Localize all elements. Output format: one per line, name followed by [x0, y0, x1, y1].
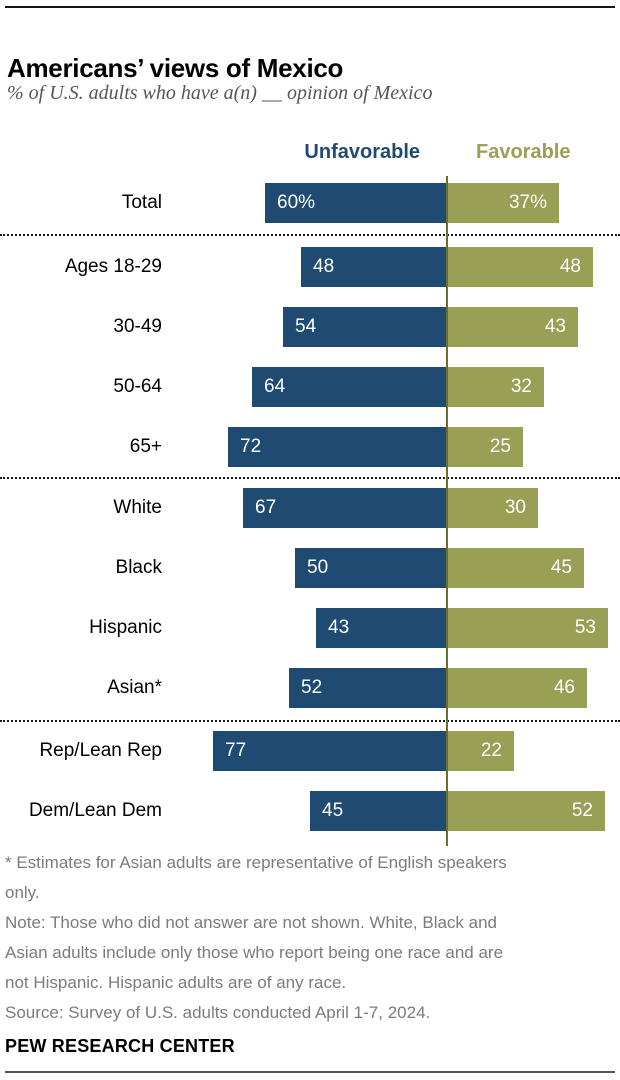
favorable-bar: 30 [447, 488, 538, 528]
favorable-value-label: 53 [574, 617, 596, 638]
favorable-value-label: 43 [544, 316, 566, 337]
unfavorable-bar: 67 [243, 488, 447, 528]
unfavorable-bar: 48 [301, 247, 447, 287]
favorable-value-label: 22 [480, 740, 502, 761]
unfavorable-value-label: 48 [313, 256, 335, 277]
legend-unfavorable-label: Unfavorable [304, 141, 420, 163]
favorable-value-label: 30 [504, 497, 526, 518]
unfavorable-bar: 50 [295, 548, 447, 588]
favorable-bar: 45 [447, 548, 584, 588]
center-axis-line [446, 176, 448, 846]
unfavorable-bar: 60% [265, 183, 447, 223]
page-subtitle: % of U.S. adults who have a(n) __ opinio… [7, 82, 433, 104]
favorable-value-label: 52 [571, 800, 593, 821]
group-separator-line [0, 720, 620, 722]
unfavorable-bar: 72 [228, 427, 447, 467]
footnote-line: Note: Those who did not answer are not s… [5, 913, 498, 932]
unfavorable-value-label: 72 [240, 436, 262, 457]
category-label: Ages 18-29 [64, 256, 162, 277]
brand-footer: PEW RESEARCH CENTER [5, 1036, 235, 1056]
page-title: Americans’ views of Mexico [7, 53, 344, 84]
category-label: White [113, 497, 162, 518]
category-label: Dem/Lean Dem [28, 800, 162, 821]
footnotes: * Estimates for Asian adults are represe… [5, 848, 613, 1028]
favorable-bar: 46 [447, 668, 587, 708]
unfavorable-bar: 52 [289, 668, 447, 708]
favorable-value-label: 45 [550, 557, 572, 578]
favorable-bar: 37% [447, 183, 559, 223]
unfavorable-value-label: 54 [295, 316, 317, 337]
favorable-bar: 22 [447, 731, 514, 771]
category-label: Total [121, 192, 162, 213]
group-separator-line [0, 477, 620, 479]
unfavorable-bar: 77 [213, 731, 447, 771]
unfavorable-value-label: 52 [301, 677, 323, 698]
legend-favorable-label: Favorable [476, 141, 571, 163]
unfavorable-value-label: 67 [255, 497, 277, 518]
favorable-bar: 32 [447, 367, 544, 407]
footnote-line: Asian adults include only those who repo… [5, 943, 504, 962]
unfavorable-value-label: 77 [225, 740, 247, 761]
category-label: 65+ [129, 436, 162, 457]
favorable-value-label: 37% [508, 192, 547, 213]
favorable-value-label: 25 [489, 436, 511, 457]
favorable-bar: 52 [447, 791, 605, 831]
unfavorable-bar: 64 [252, 367, 447, 407]
category-label: Hispanic [89, 617, 162, 638]
favorable-bar: 25 [447, 427, 523, 467]
footnote-line: not Hispanic. Hispanic adults are of any… [5, 973, 347, 992]
footnote-line: Source: Survey of U.S. adults conducted … [5, 1003, 431, 1022]
footnote-line: only. [5, 883, 40, 902]
unfavorable-value-label: 45 [322, 800, 344, 821]
unfavorable-bar: 54 [283, 307, 447, 347]
unfavorable-value-label: 60% [277, 192, 316, 213]
favorable-bar: 48 [447, 247, 593, 287]
favorable-value-label: 48 [559, 256, 581, 277]
category-label: Asian* [107, 677, 162, 698]
category-label: Rep/Lean Rep [39, 740, 162, 761]
unfavorable-value-label: 43 [328, 617, 350, 638]
favorable-value-label: 46 [553, 677, 575, 698]
favorable-value-label: 32 [510, 376, 532, 397]
unfavorable-value-label: 50 [307, 557, 329, 578]
category-label: 50-64 [113, 376, 162, 397]
group-separator-line [0, 234, 620, 236]
top-rule [5, 6, 615, 8]
unfavorable-value-label: 64 [264, 376, 286, 397]
category-label: Black [115, 557, 162, 578]
bottom-rule [5, 1071, 615, 1073]
footnote-line: * Estimates for Asian adults are represe… [5, 853, 507, 872]
unfavorable-bar: 45 [310, 791, 447, 831]
favorable-bar: 43 [447, 307, 578, 347]
favorable-bar: 53 [447, 608, 608, 648]
category-label: 30-49 [113, 316, 162, 337]
unfavorable-bar: 43 [316, 608, 447, 648]
